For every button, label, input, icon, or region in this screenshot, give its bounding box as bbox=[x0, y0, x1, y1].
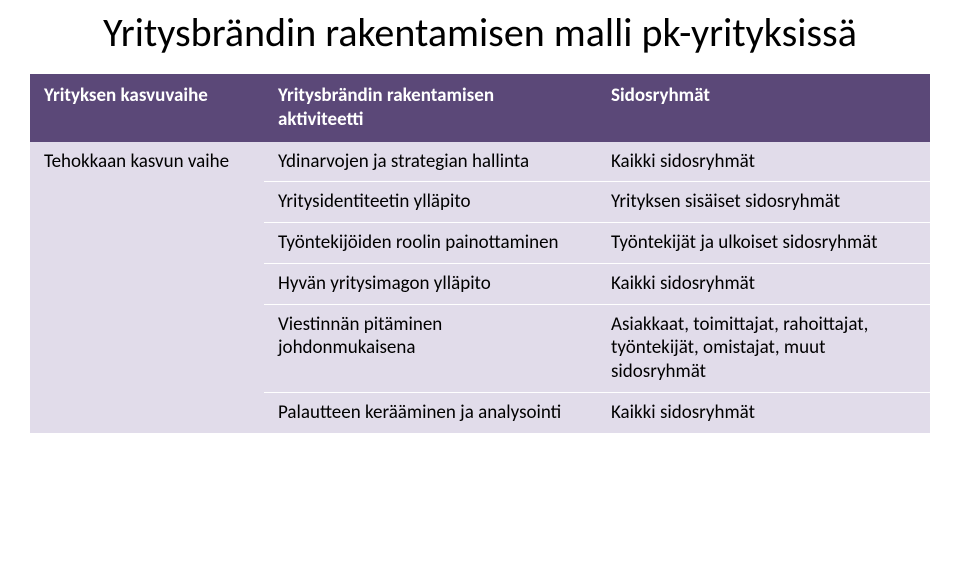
cell-stakeholders: Yrityksen sisäiset sidosryhmät bbox=[597, 182, 930, 223]
cell-activity: Ydinarvojen ja strategian hallinta bbox=[264, 142, 597, 182]
cell-stakeholders: Kaikki sidosryhmät bbox=[597, 142, 930, 182]
cell-activity: Viestinnän pitäminen johdonmukaisena bbox=[264, 304, 597, 392]
col-header-phase: Yrityksen kasvuvaihe bbox=[30, 74, 264, 142]
table-row: Tehokkaan kasvun vaihe Ydinarvojen ja st… bbox=[30, 142, 930, 182]
cell-stakeholders: Kaikki sidosryhmät bbox=[597, 392, 930, 432]
cell-activity: Työntekijöiden roolin painottaminen bbox=[264, 223, 597, 264]
cell-activity: Yritysidentiteetin ylläpito bbox=[264, 182, 597, 223]
cell-stakeholders: Työntekijät ja ulkoiset sidosryhmät bbox=[597, 223, 930, 264]
slide-container: { "title": "Yritysbrändin rakentamisen m… bbox=[0, 0, 960, 569]
col-header-activity: Yritysbrändin rakentamisen aktiviteetti bbox=[264, 74, 597, 142]
cell-activity: Palautteen kerääminen ja analysointi bbox=[264, 392, 597, 432]
table-body: Tehokkaan kasvun vaihe Ydinarvojen ja st… bbox=[30, 142, 930, 433]
table-header-row: Yrityksen kasvuvaihe Yritysbrändin raken… bbox=[30, 74, 930, 142]
col-header-stakeholders: Sidosryhmät bbox=[597, 74, 930, 142]
cell-stakeholders: Kaikki sidosryhmät bbox=[597, 263, 930, 304]
cell-activity: Hyvän yritysimagon ylläpito bbox=[264, 263, 597, 304]
row-stub-phase: Tehokkaan kasvun vaihe bbox=[30, 142, 264, 433]
content-table: Yrityksen kasvuvaihe Yritysbrändin raken… bbox=[30, 74, 930, 433]
cell-stakeholders: Asiakkaat, toimittajat, rahoittajat, työ… bbox=[597, 304, 930, 392]
slide-title: Yritysbrändin rakentamisen malli pk-yrit… bbox=[30, 10, 930, 56]
